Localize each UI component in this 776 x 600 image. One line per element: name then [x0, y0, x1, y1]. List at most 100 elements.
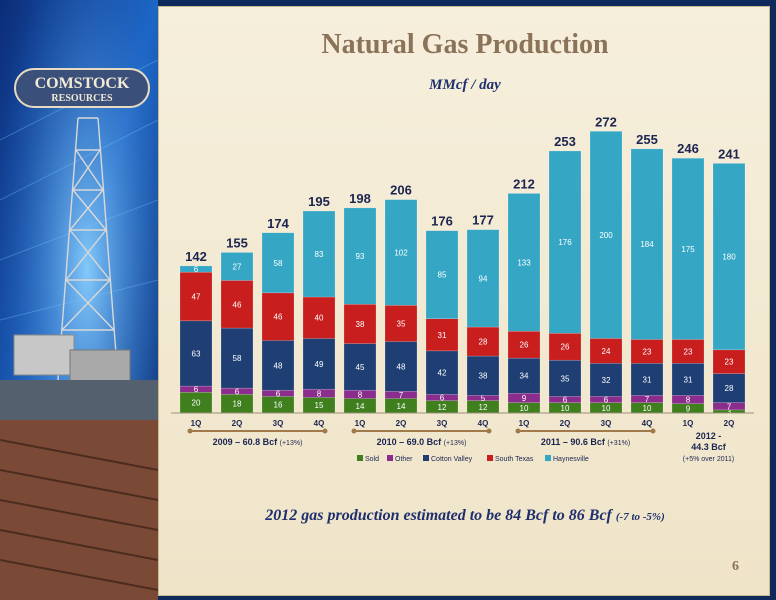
chart-subtitle: MMcf / day: [429, 77, 501, 93]
segment-value-label: 28: [479, 338, 488, 347]
segment-value-label: 49: [315, 360, 324, 369]
segment-value-label: 26: [561, 343, 570, 352]
footer-main: 2012 gas production estimated to be 84 B…: [265, 507, 612, 524]
segment-value-label: 3: [727, 407, 732, 416]
segment-value-label: 9: [686, 404, 691, 413]
bar-segment-cotton-valley: [589, 363, 623, 397]
bar-segment-cotton-valley: [179, 320, 213, 387]
legend-label: Cotton Valley: [431, 456, 473, 463]
bar-segment-south-texas: [179, 271, 213, 322]
segment-value-label: 48: [274, 361, 283, 370]
segment-value-label: 200: [599, 231, 613, 240]
bar-segment-haynesville: [712, 163, 746, 351]
content-panel: Natural Gas Production MMcf / day 20 6 63 4…: [158, 6, 770, 596]
segment-value-label: 10: [643, 404, 652, 413]
legend-swatch: [487, 455, 493, 461]
year-group-label: 44.3 Bcf: [691, 442, 727, 452]
bar-total-label: 246: [677, 141, 699, 156]
bar-total-label: 206: [390, 183, 412, 198]
segment-value-label: 10: [561, 404, 570, 413]
year-group-label: 2012 -: [696, 431, 722, 441]
segment-value-label: 35: [397, 319, 406, 328]
segment-value-label: 45: [356, 363, 365, 372]
segment-value-label: 48: [397, 362, 406, 371]
segment-value-label: 102: [394, 248, 408, 257]
segment-value-label: 10: [602, 404, 611, 413]
segment-value-label: 12: [479, 403, 488, 412]
segment-value-label: 32: [602, 376, 611, 385]
bar-segment-haynesville: [302, 210, 336, 298]
year-bracket-end: [351, 428, 357, 434]
bar-total-label: 195: [308, 194, 330, 209]
slide-title: Natural Gas Production: [321, 29, 609, 60]
bar-segment-south-texas: [343, 304, 377, 344]
year-bracket-end: [322, 428, 328, 434]
segment-value-label: 9: [522, 394, 527, 403]
footer-note: 2012 gas production estimated to be 84 B…: [159, 507, 771, 525]
bar-segment-cotton-valley: [630, 363, 664, 396]
segment-value-label: 93: [356, 252, 365, 261]
segment-value-label: 8: [686, 396, 691, 405]
legend-label: South Texas: [495, 456, 534, 463]
year-bracket-end: [486, 428, 492, 434]
bar-segment-haynesville: [466, 229, 500, 328]
bar-segment-cotton-valley: [507, 357, 541, 394]
segment-value-label: 8: [317, 389, 322, 398]
bar-total-label: 177: [472, 213, 494, 228]
bar-segment-cotton-valley: [384, 341, 418, 392]
segment-value-label: 42: [438, 369, 447, 378]
segment-value-label: 8: [358, 390, 363, 399]
bar-segment-cotton-valley: [671, 363, 705, 396]
bar-segment-cotton-valley: [548, 359, 582, 397]
x-tick-label: 3Q: [273, 419, 284, 428]
year-group-label: 2010 – 69.0 Bcf (+13%): [377, 437, 467, 447]
segment-value-label: 24: [602, 347, 611, 356]
segment-value-label: 23: [643, 347, 652, 356]
segment-value-label: 7: [727, 402, 732, 411]
legend-swatch: [387, 455, 393, 461]
segment-value-label: 85: [438, 271, 447, 280]
segment-value-label: 6: [194, 265, 199, 274]
legend-swatch: [545, 455, 551, 461]
bar-segment-south-texas: [548, 333, 582, 361]
segment-value-label: 28: [725, 384, 734, 393]
bar-segment-south-texas: [220, 280, 254, 329]
x-tick-label: 4Q: [314, 419, 325, 428]
bar-segment-haynesville: [548, 150, 582, 334]
bar-segment-cotton-valley: [425, 350, 459, 395]
segment-value-label: 15: [315, 401, 324, 410]
segment-value-label: 31: [643, 375, 652, 384]
year-bracket-end: [515, 428, 521, 434]
sidebar-panel: COMSTOCK RESOURCES: [0, 0, 158, 600]
segment-value-label: 14: [356, 402, 365, 411]
bar-total-label: 272: [595, 114, 617, 129]
bar-segment-haynesville: [589, 131, 623, 339]
segment-value-label: 38: [479, 372, 488, 381]
segment-value-label: 27: [233, 262, 242, 271]
segment-value-label: 14: [397, 402, 406, 411]
bar-segment-haynesville: [630, 148, 664, 340]
segment-value-label: 6: [235, 387, 240, 396]
segment-value-label: 35: [561, 374, 570, 383]
segment-value-label: 58: [274, 259, 283, 268]
bar-total-label: 253: [554, 134, 576, 149]
segment-value-label: 31: [684, 375, 693, 384]
segment-value-label: 180: [722, 253, 736, 262]
segment-value-label: 20: [192, 399, 201, 408]
logo-line1: COMSTOCK: [35, 75, 130, 92]
segment-value-label: 46: [274, 313, 283, 322]
bar-segment-south-texas: [302, 296, 336, 339]
segment-value-label: 18: [233, 400, 242, 409]
year-bracket-end: [650, 428, 656, 434]
bar-total-label: 198: [349, 191, 371, 206]
segment-value-label: 94: [479, 274, 488, 283]
segment-value-label: 38: [356, 320, 365, 329]
bar-segment-south-texas: [425, 318, 459, 352]
bar-segment-cotton-valley: [302, 338, 336, 390]
segment-value-label: 6: [604, 396, 609, 405]
x-tick-label: 2Q: [560, 419, 571, 428]
bar-segment-haynesville: [220, 252, 254, 281]
segment-value-label: 63: [192, 349, 201, 358]
x-tick-label: 1Q: [683, 419, 694, 428]
segment-value-label: 46: [233, 300, 242, 309]
